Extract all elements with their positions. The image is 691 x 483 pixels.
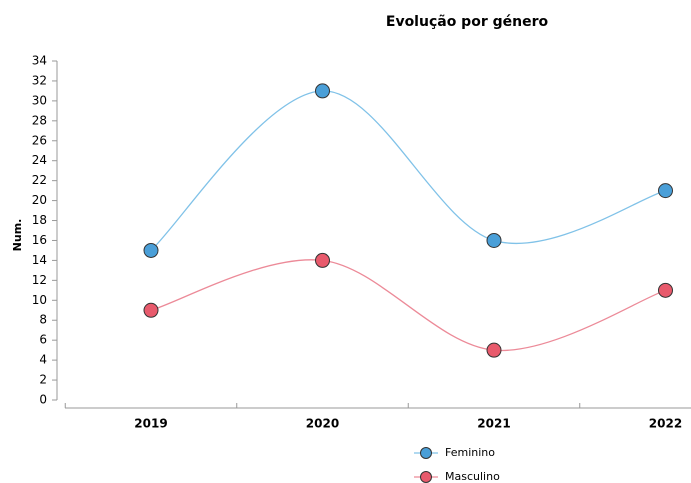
x-tick-label: 2021 [477, 417, 510, 431]
y-tick-label: 24 [32, 153, 47, 167]
y-tick-label: 34 [32, 54, 47, 68]
legend-label: Feminino [445, 446, 495, 459]
x-tick-label: 2019 [134, 417, 167, 431]
series-line [150, 259, 666, 351]
legend-marker [420, 471, 432, 483]
point [486, 342, 502, 358]
y-tick-label: 8 [39, 313, 47, 327]
y-tick-label: 4 [39, 353, 47, 367]
x-tick-label: 2020 [306, 417, 339, 431]
series-line [150, 90, 666, 251]
y-tick-label: 12 [32, 273, 47, 287]
y-tick-label: 30 [32, 93, 47, 107]
y-axis-label: Num. [11, 219, 24, 252]
point [315, 83, 330, 99]
point [315, 252, 330, 268]
point [143, 302, 159, 318]
legend-marker [420, 447, 432, 459]
y-tick-label: 26 [32, 133, 47, 147]
point [486, 232, 502, 248]
point [658, 282, 673, 298]
y-tick-label: 10 [32, 293, 47, 307]
y-tick-label: 32 [32, 73, 47, 87]
y-tick-label: 16 [32, 233, 47, 247]
y-tick-label: 22 [32, 173, 47, 187]
y-tick-label: 0 [39, 393, 47, 407]
y-tick-label: 2 [39, 373, 47, 387]
chart-title: Evolução por género [386, 14, 549, 30]
x-tick-label: 2022 [649, 417, 682, 431]
y-tick-label: 20 [32, 193, 47, 207]
point [143, 242, 159, 258]
y-tick-label: 6 [39, 333, 47, 347]
legend-label: Masculino [445, 470, 500, 483]
y-tick-label: 28 [32, 113, 47, 127]
y-tick-label: 18 [32, 213, 47, 227]
y-tick-label: 14 [32, 253, 47, 267]
point [658, 183, 673, 199]
